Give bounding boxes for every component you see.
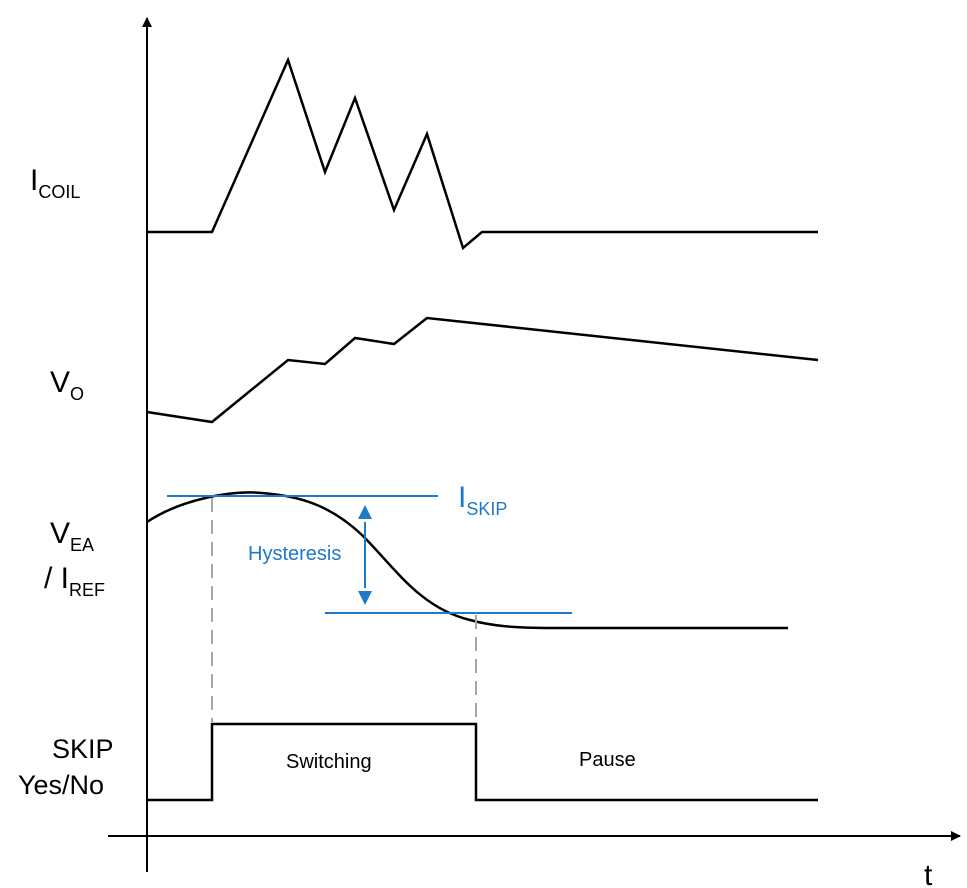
hysteresis-label: Hysteresis (248, 543, 341, 565)
output-voltage-trace (146, 316, 819, 424)
hysteresis-arrow-up-head (358, 505, 372, 519)
vo-label: VO (50, 366, 84, 404)
icoil-label: ICOIL (30, 164, 80, 202)
skip-yes-no-label: Yes/No (18, 770, 104, 800)
pause-label: Pause (579, 749, 636, 771)
skip-label: SKIP (52, 734, 114, 764)
switching-label: Switching (286, 751, 372, 773)
iref-label: / IREF (44, 562, 105, 600)
hysteresis-arrow-down-head (358, 591, 372, 605)
time-axis-label: t (924, 859, 933, 888)
vea-label: VEA (50, 517, 94, 555)
iskip-label: ISKIP (458, 481, 507, 519)
skip-signal-trace (147, 722, 818, 802)
error-amp-curve (146, 491, 788, 630)
coil-current-trace (147, 56, 818, 251)
